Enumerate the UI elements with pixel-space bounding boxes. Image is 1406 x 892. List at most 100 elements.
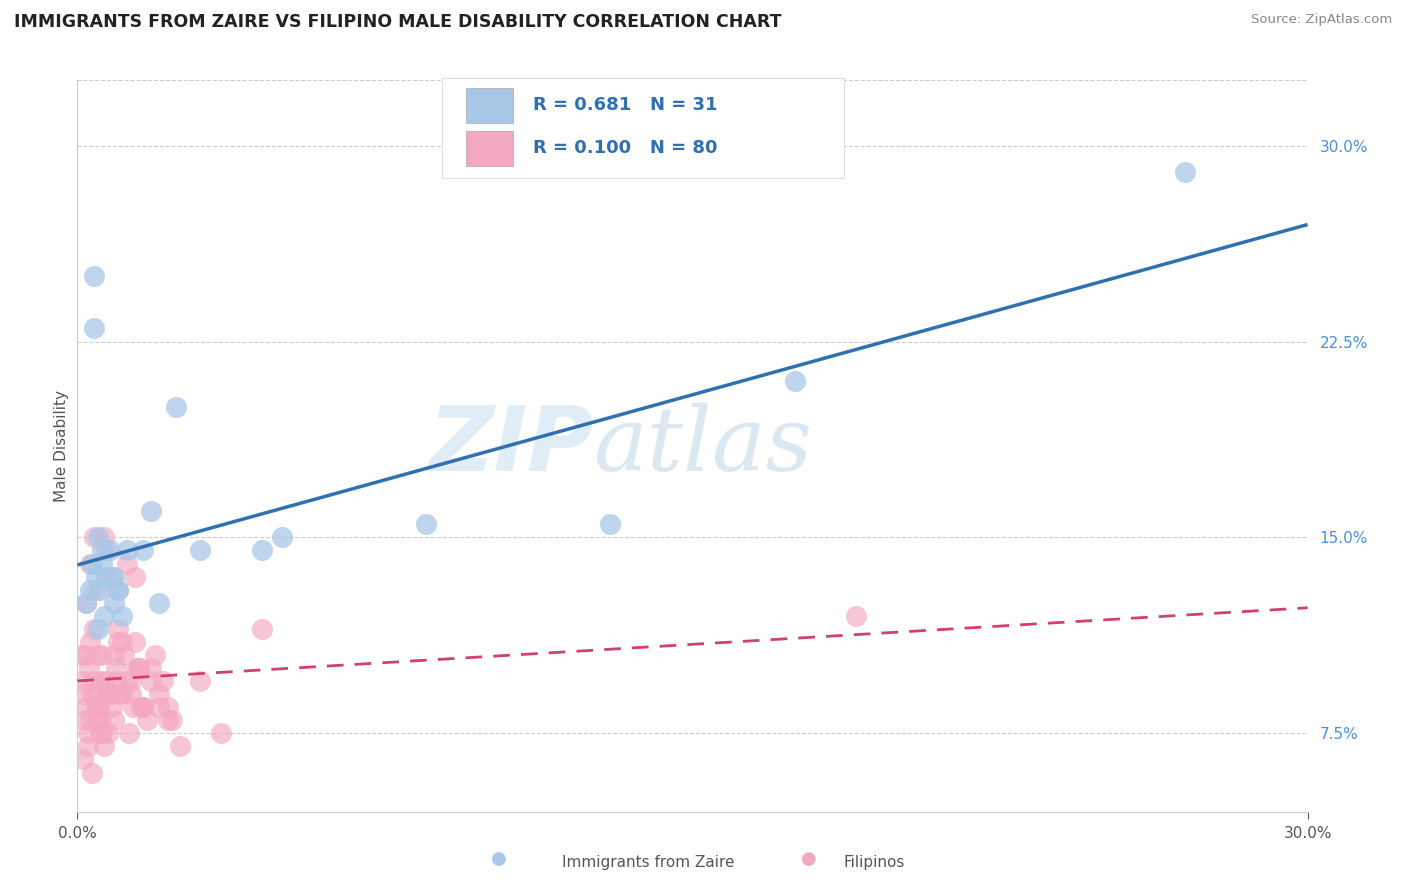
Point <box>83 269 105 284</box>
Point <box>103 569 125 583</box>
Point <box>80 765 103 780</box>
Y-axis label: Male Disability: Male Disability <box>53 390 69 502</box>
Point <box>250 622 273 636</box>
Point <box>599 517 621 532</box>
Point <box>156 700 179 714</box>
Point <box>845 608 868 623</box>
Point <box>75 596 97 610</box>
Text: Immigrants from Zaire: Immigrants from Zaire <box>562 855 735 870</box>
Text: ZIP: ZIP <box>429 402 595 490</box>
Point <box>415 517 437 532</box>
Point <box>87 700 110 714</box>
Point <box>124 569 146 583</box>
Point <box>72 752 94 766</box>
Point <box>98 687 121 701</box>
Point <box>136 714 159 728</box>
Point <box>94 569 117 583</box>
Point <box>89 582 111 597</box>
Point <box>188 674 212 689</box>
Point <box>141 661 163 675</box>
Point <box>75 648 97 662</box>
Point <box>120 674 142 689</box>
Point <box>250 543 273 558</box>
Point <box>76 726 98 740</box>
Point <box>72 687 94 701</box>
Text: IMMIGRANTS FROM ZAIRE VS FILIPINO MALE DISABILITY CORRELATION CHART: IMMIGRANTS FROM ZAIRE VS FILIPINO MALE D… <box>14 13 782 31</box>
Point <box>107 582 129 597</box>
Point <box>103 648 125 662</box>
Point <box>90 726 114 740</box>
Point <box>90 543 114 558</box>
Text: ●: ● <box>491 850 508 868</box>
Point <box>73 714 96 728</box>
Point <box>783 374 806 388</box>
Point <box>82 674 104 689</box>
Point <box>75 700 97 714</box>
Point <box>87 622 110 636</box>
Point <box>89 726 111 740</box>
Point <box>107 582 129 597</box>
Point <box>93 530 115 544</box>
Point <box>103 714 125 728</box>
Point <box>111 687 134 701</box>
Point <box>115 557 138 571</box>
Point <box>84 700 107 714</box>
Point <box>101 569 124 583</box>
Point <box>169 739 191 754</box>
Point <box>115 543 138 558</box>
Point <box>76 739 98 754</box>
Point <box>128 661 150 675</box>
Point <box>148 700 170 714</box>
Point <box>89 714 111 728</box>
Point <box>156 714 179 728</box>
Point <box>160 714 183 728</box>
Point <box>105 661 128 675</box>
Text: Source: ZipAtlas.com: Source: ZipAtlas.com <box>1251 13 1392 27</box>
Point <box>107 635 129 649</box>
Point <box>132 700 155 714</box>
Point <box>70 674 93 689</box>
Point <box>79 582 101 597</box>
Point <box>79 714 101 728</box>
Point <box>105 674 128 689</box>
Point <box>124 635 146 649</box>
Point <box>80 687 103 701</box>
Point <box>83 687 105 701</box>
Point <box>97 687 120 701</box>
Point <box>93 739 115 754</box>
Point <box>87 700 110 714</box>
Point <box>165 400 187 414</box>
Point <box>141 674 163 689</box>
Point <box>86 714 108 728</box>
Point <box>141 504 163 518</box>
Text: R = 0.100   N = 80: R = 0.100 N = 80 <box>533 139 717 157</box>
Point <box>103 596 125 610</box>
Point <box>98 543 121 558</box>
Point <box>209 726 232 740</box>
Point <box>75 596 97 610</box>
Point <box>84 569 107 583</box>
Point <box>94 543 117 558</box>
Point <box>152 674 174 689</box>
Point <box>129 700 152 714</box>
Point <box>79 557 101 571</box>
Text: atlas: atlas <box>595 402 813 490</box>
Point <box>80 557 103 571</box>
Point <box>90 648 114 662</box>
Point <box>128 661 150 675</box>
Point <box>111 608 134 623</box>
Point <box>77 661 100 675</box>
Point <box>79 635 101 649</box>
Point <box>98 687 121 701</box>
Point <box>132 700 155 714</box>
Point <box>1174 164 1197 178</box>
Point <box>94 674 117 689</box>
Point <box>125 661 148 675</box>
Point <box>271 530 294 544</box>
Point <box>83 321 105 335</box>
Point <box>70 648 93 662</box>
Point <box>93 608 115 623</box>
Point <box>90 557 114 571</box>
Point <box>97 726 120 740</box>
Point <box>148 596 170 610</box>
